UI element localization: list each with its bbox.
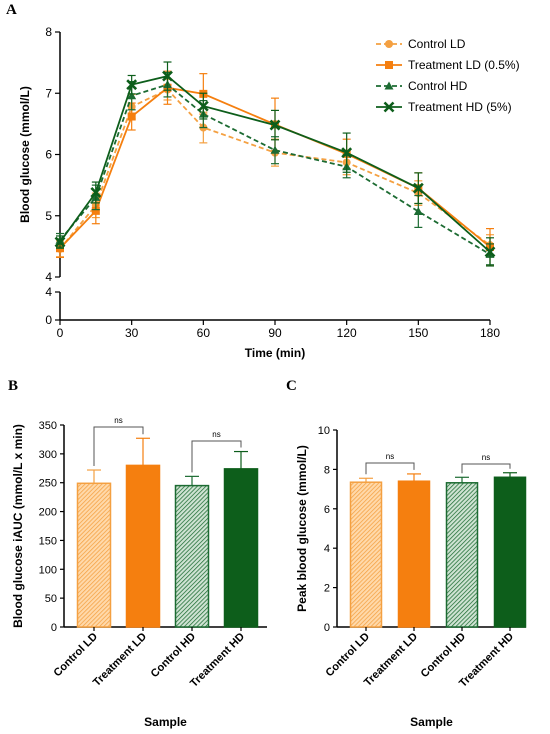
significance-bracket — [461, 463, 511, 474]
panel-letter-c: C — [286, 378, 297, 394]
significance-bracket — [93, 426, 144, 467]
bar — [445, 482, 479, 628]
y-tick-label: 200 — [39, 507, 57, 519]
y-tick-label: 10 — [318, 425, 330, 437]
series-treatment-hd-5- — [54, 61, 496, 267]
x-tick-label: 120 — [337, 326, 357, 340]
y-tick-label: 6 — [45, 148, 52, 162]
significance-label: ns — [212, 430, 220, 439]
bar — [76, 482, 112, 628]
x-tick-label: 60 — [197, 326, 211, 340]
y-tick-label: 2 — [324, 583, 330, 595]
y-tick-label: 300 — [39, 449, 57, 461]
marker-x — [54, 236, 66, 248]
y-tick-label: 4 — [45, 270, 52, 284]
x-tick-label: 30 — [125, 326, 139, 340]
x-tick-label: 90 — [268, 326, 282, 340]
x-tick-label: Control LD — [51, 631, 100, 680]
marker-square — [385, 61, 393, 69]
bar — [349, 481, 383, 628]
marker-triangle — [413, 206, 423, 215]
marker-triangle — [127, 91, 137, 100]
series-line — [59, 88, 491, 250]
bar — [125, 464, 161, 628]
x-axis-title: Time (min) — [245, 346, 305, 360]
series-line — [59, 83, 491, 256]
significance-label: ns — [114, 416, 122, 425]
marker-circle — [385, 40, 393, 48]
x-axis-title: Sample — [144, 715, 187, 729]
y-tick-label: 100 — [39, 564, 57, 576]
x-tick-label: 150 — [408, 326, 428, 340]
x-tick-label: Control HD — [149, 631, 199, 681]
marker-x — [90, 187, 102, 198]
x-tick-label: Control HD — [419, 631, 469, 681]
marker-x — [484, 246, 496, 258]
legend-item: Control HD — [376, 79, 468, 93]
y-tick-label: 7 — [45, 86, 52, 100]
marker-x — [412, 182, 424, 194]
marker-triangle — [270, 145, 280, 154]
y-tick-label: 8 — [45, 25, 52, 39]
x-tick-label: 180 — [480, 326, 500, 340]
significance-bracket — [365, 462, 415, 475]
x-tick-label: 0 — [57, 326, 64, 340]
y-tick-label: 50 — [45, 593, 57, 605]
bar — [397, 480, 431, 628]
marker-square — [91, 206, 100, 215]
legend-item: Control LD — [376, 37, 466, 51]
marker-x — [269, 119, 281, 131]
marker-x — [197, 100, 209, 112]
y-axis-title: Blood glucose iAUC (mmol/L x min) — [11, 424, 25, 628]
legend-label: Control LD — [408, 37, 466, 51]
marker-x — [341, 147, 353, 159]
legend-label: Treatment LD (0.5%) — [408, 58, 520, 72]
y-tick-label: 0 — [45, 313, 52, 327]
y-tick-label: 150 — [39, 535, 57, 547]
y-tick-label: 8 — [324, 464, 330, 476]
y-tick-label: 4 — [324, 543, 330, 555]
marker-x — [162, 70, 173, 82]
y-tick-label: 0 — [51, 622, 57, 634]
y-axis-title: Peak blood glucose (mmol/L) — [295, 445, 309, 612]
x-axis-title: Sample — [410, 715, 453, 729]
marker-square — [127, 112, 136, 121]
legend-label: Treatment HD (5%) — [408, 100, 512, 114]
significance-label: ns — [386, 452, 394, 461]
bar — [174, 484, 210, 628]
y-tick-label: 0 — [324, 622, 330, 634]
legend-label: Control HD — [408, 79, 468, 93]
marker-triangle — [384, 81, 394, 90]
y-tick-label: 5 — [45, 209, 52, 223]
x-tick-label: Control LD — [323, 631, 372, 680]
legend-item: Treatment LD (0.5%) — [376, 58, 520, 72]
legend-item: Treatment HD (5%) — [376, 100, 512, 114]
y-tick-label: 250 — [39, 478, 57, 490]
marker-x — [383, 101, 395, 113]
y-axis-title: Blood glucose (mmol/L) — [18, 86, 32, 223]
significance-label: ns — [482, 453, 490, 462]
bar — [493, 476, 527, 628]
panel-letter-a: A — [6, 2, 17, 18]
y-tick-label: 350 — [39, 420, 57, 432]
significance-bracket — [191, 440, 242, 473]
y-tick-label: 6 — [324, 504, 330, 516]
marker-x — [126, 79, 138, 91]
bar — [223, 468, 259, 628]
legend: Control LD Treatment LD (0.5%) Control HD T… — [376, 37, 520, 114]
panel-a: A 4 5 6 7 8 0 4 0 30 60 90 120 150 180 Time (min) Blood … — [6, 2, 520, 360]
y-tick-label: 4 — [45, 285, 52, 299]
panel-letter-b: B — [8, 378, 18, 394]
